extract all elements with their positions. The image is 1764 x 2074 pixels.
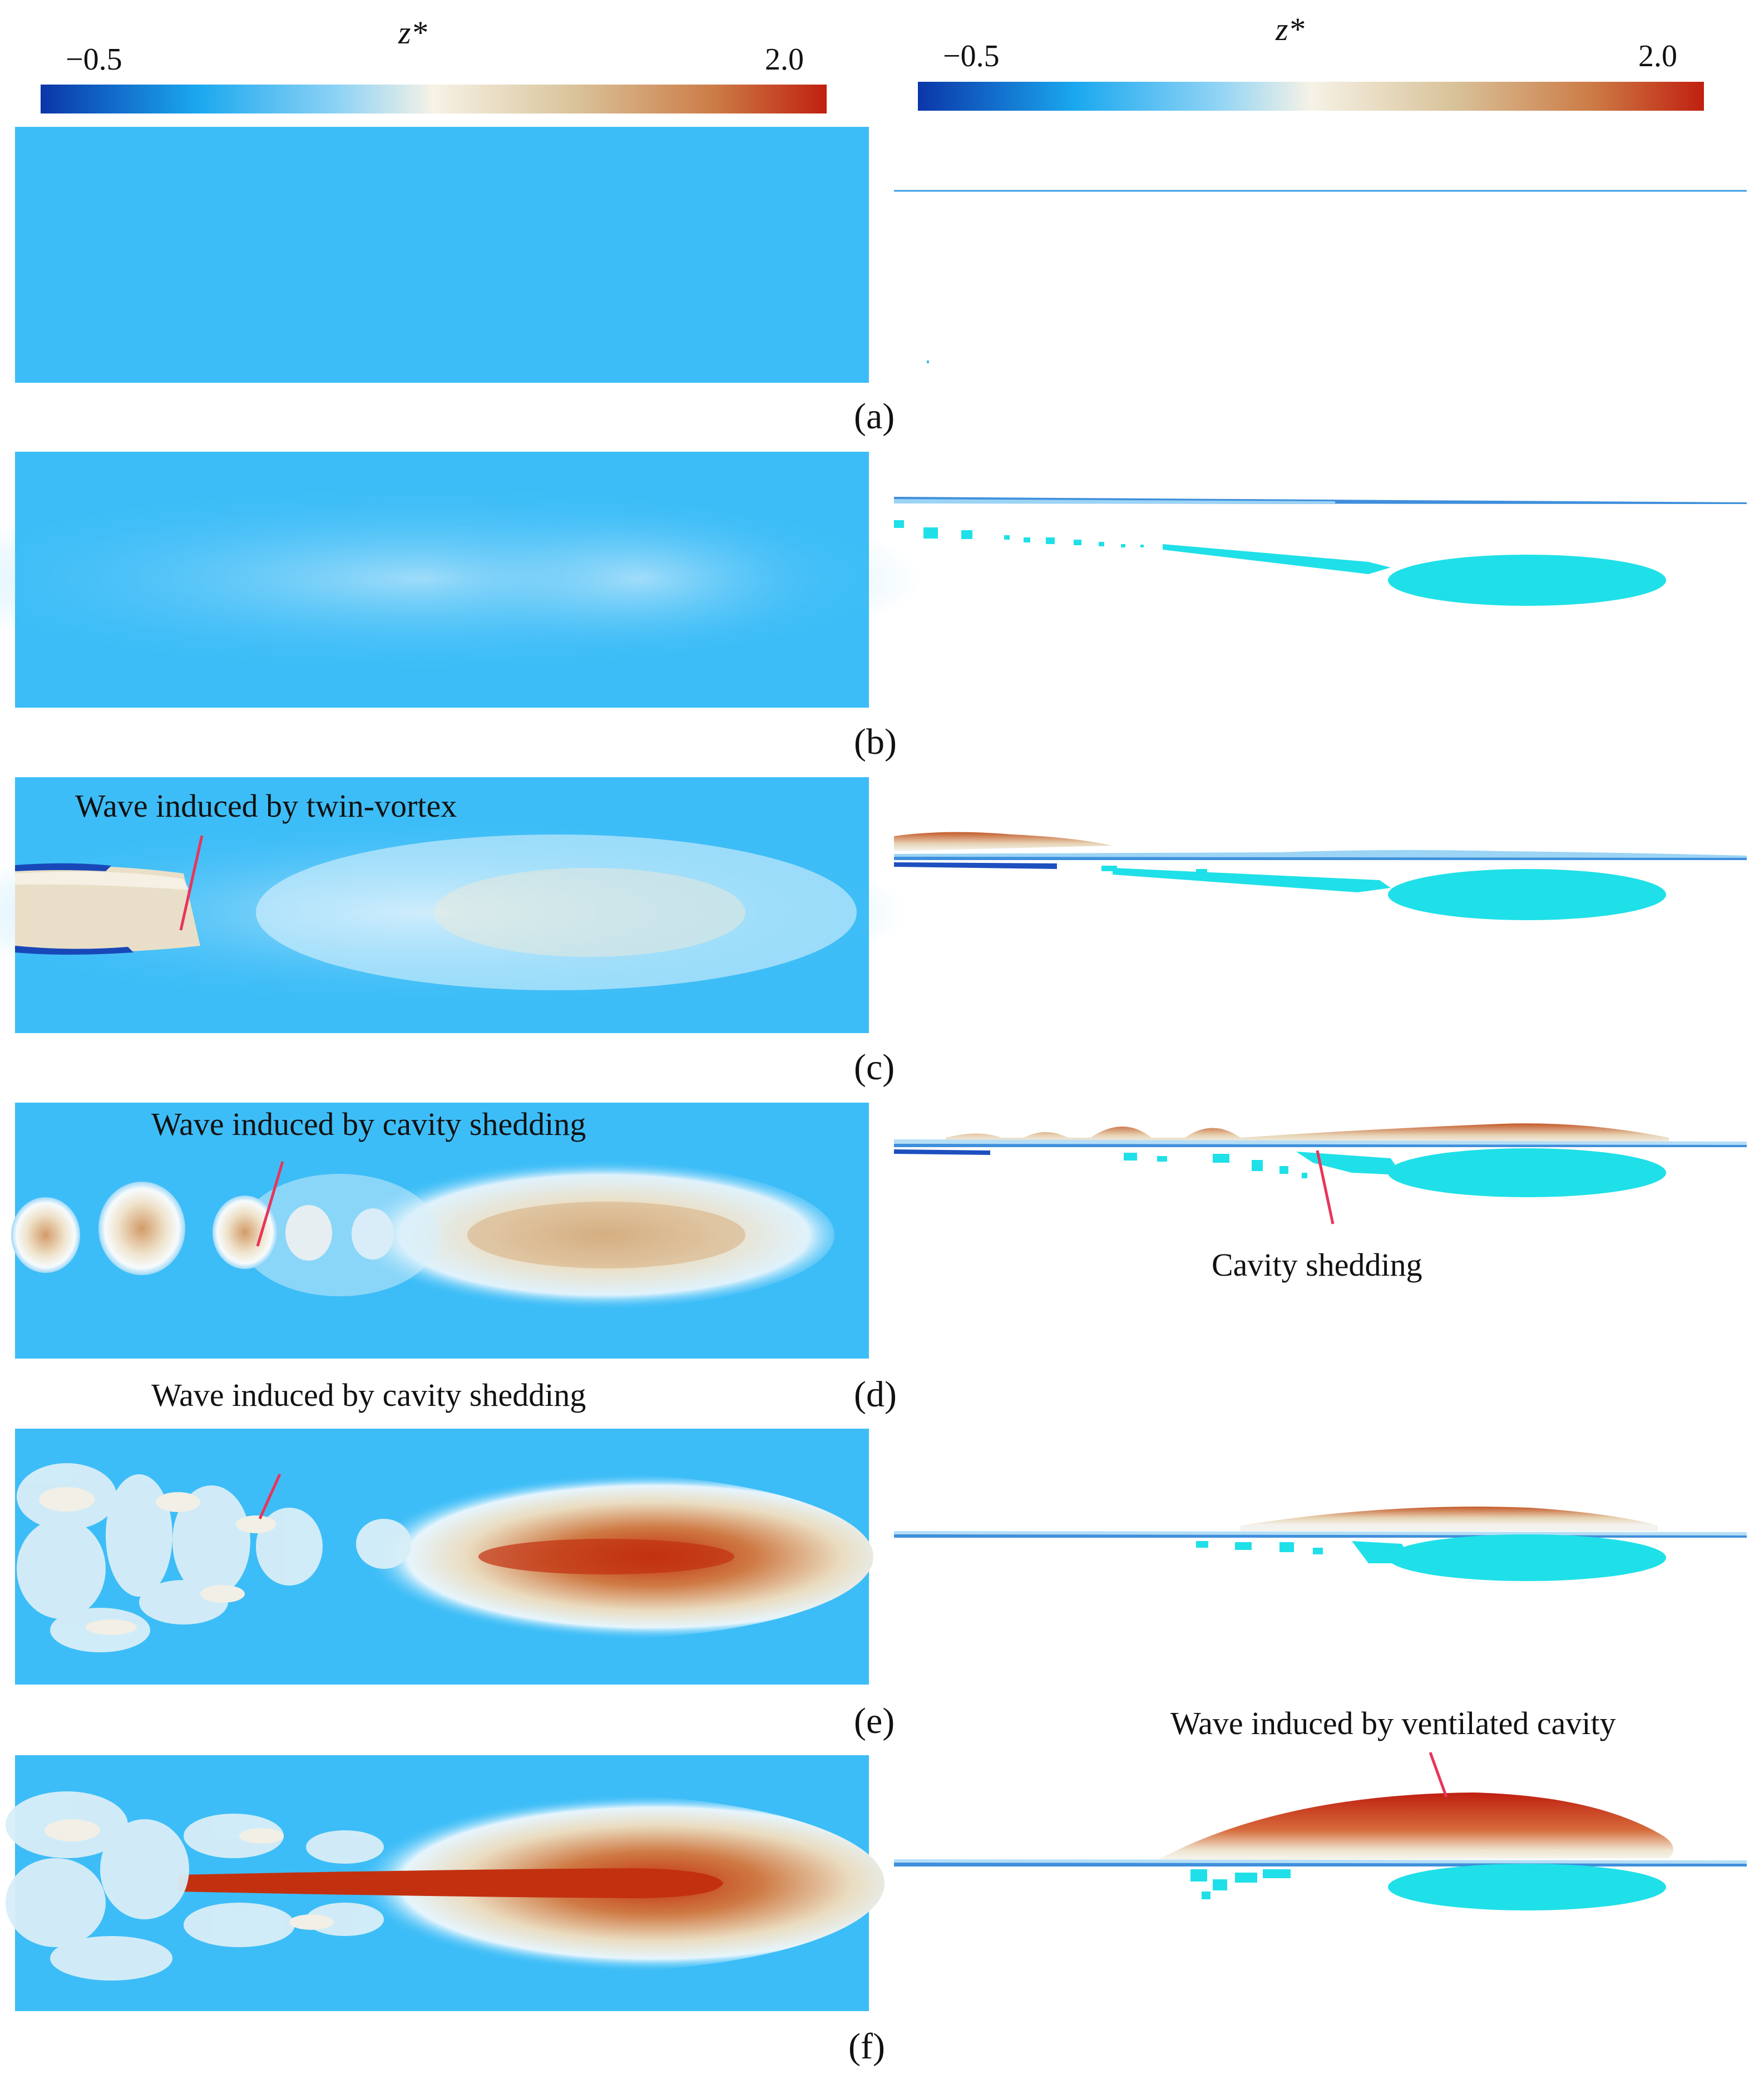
panel-a: (a) — [15, 127, 1747, 437]
panel-d-annotation-right: Cavity shedding — [1212, 1247, 1422, 1283]
panel-d-annotation-left: Wave induced by cavity shedding — [151, 1106, 586, 1142]
panel-c: Wave induced by twin-vortex (c) — [0, 777, 1747, 1088]
panel-c-annotation-left: Wave induced by twin-vortex — [75, 788, 457, 824]
panel-d-label: (d) — [854, 1374, 897, 1415]
panel-c-label: (c) — [854, 1047, 895, 1088]
panel-e-side-view — [894, 1507, 1747, 1581]
panel-f: Wave induced by ventilated cavity (f) — [6, 1705, 1747, 2067]
panel-e: Wave induced by cavity shedding (e) — [15, 1377, 1747, 1741]
panel-c-cavity — [1101, 866, 1666, 920]
panel-b: (b) — [0, 452, 1747, 762]
panel-a-side-view — [894, 190, 1747, 363]
panel-e-label: (e) — [854, 1701, 895, 1741]
colorbar-right-min-label: −0.5 — [943, 39, 1000, 73]
panel-b-side-view — [894, 497, 1747, 606]
panel-d-side-view: Cavity shedding — [894, 1123, 1747, 1283]
colorbar-left-max-label: 2.0 — [765, 42, 804, 77]
colorbar-right-variable: z* — [1275, 11, 1305, 47]
panel-c-side-view — [894, 832, 1747, 920]
panel-e-cavity — [1196, 1534, 1666, 1581]
colorbar-left-variable: z* — [398, 14, 427, 51]
panel-b-cavity — [894, 520, 1666, 606]
panel-a-top-view — [15, 127, 869, 383]
panel-f-side-view: Wave induced by ventilated cavity — [894, 1705, 1747, 1910]
panel-f-cavity — [1190, 1864, 1666, 1910]
panel-e-annotation-left: Wave induced by cavity shedding — [151, 1377, 586, 1413]
colorbar-left: −0.5 2.0 z* — [41, 14, 827, 113]
panel-d-cavity — [1124, 1148, 1666, 1197]
colorbar-right-max-label: 2.0 — [1638, 39, 1677, 73]
colorbar-right: −0.5 2.0 z* — [918, 11, 1704, 111]
panel-f-label: (f) — [848, 2026, 885, 2067]
panel-d: Wave induced by cavity shedding Cavity s… — [11, 1103, 1747, 1415]
panel-a-label: (a) — [854, 396, 895, 437]
panel-b-label: (b) — [854, 722, 897, 762]
panel-f-annotation-right: Wave induced by ventilated cavity — [1170, 1705, 1616, 1741]
colorbar-left-min-label: −0.5 — [66, 42, 122, 77]
